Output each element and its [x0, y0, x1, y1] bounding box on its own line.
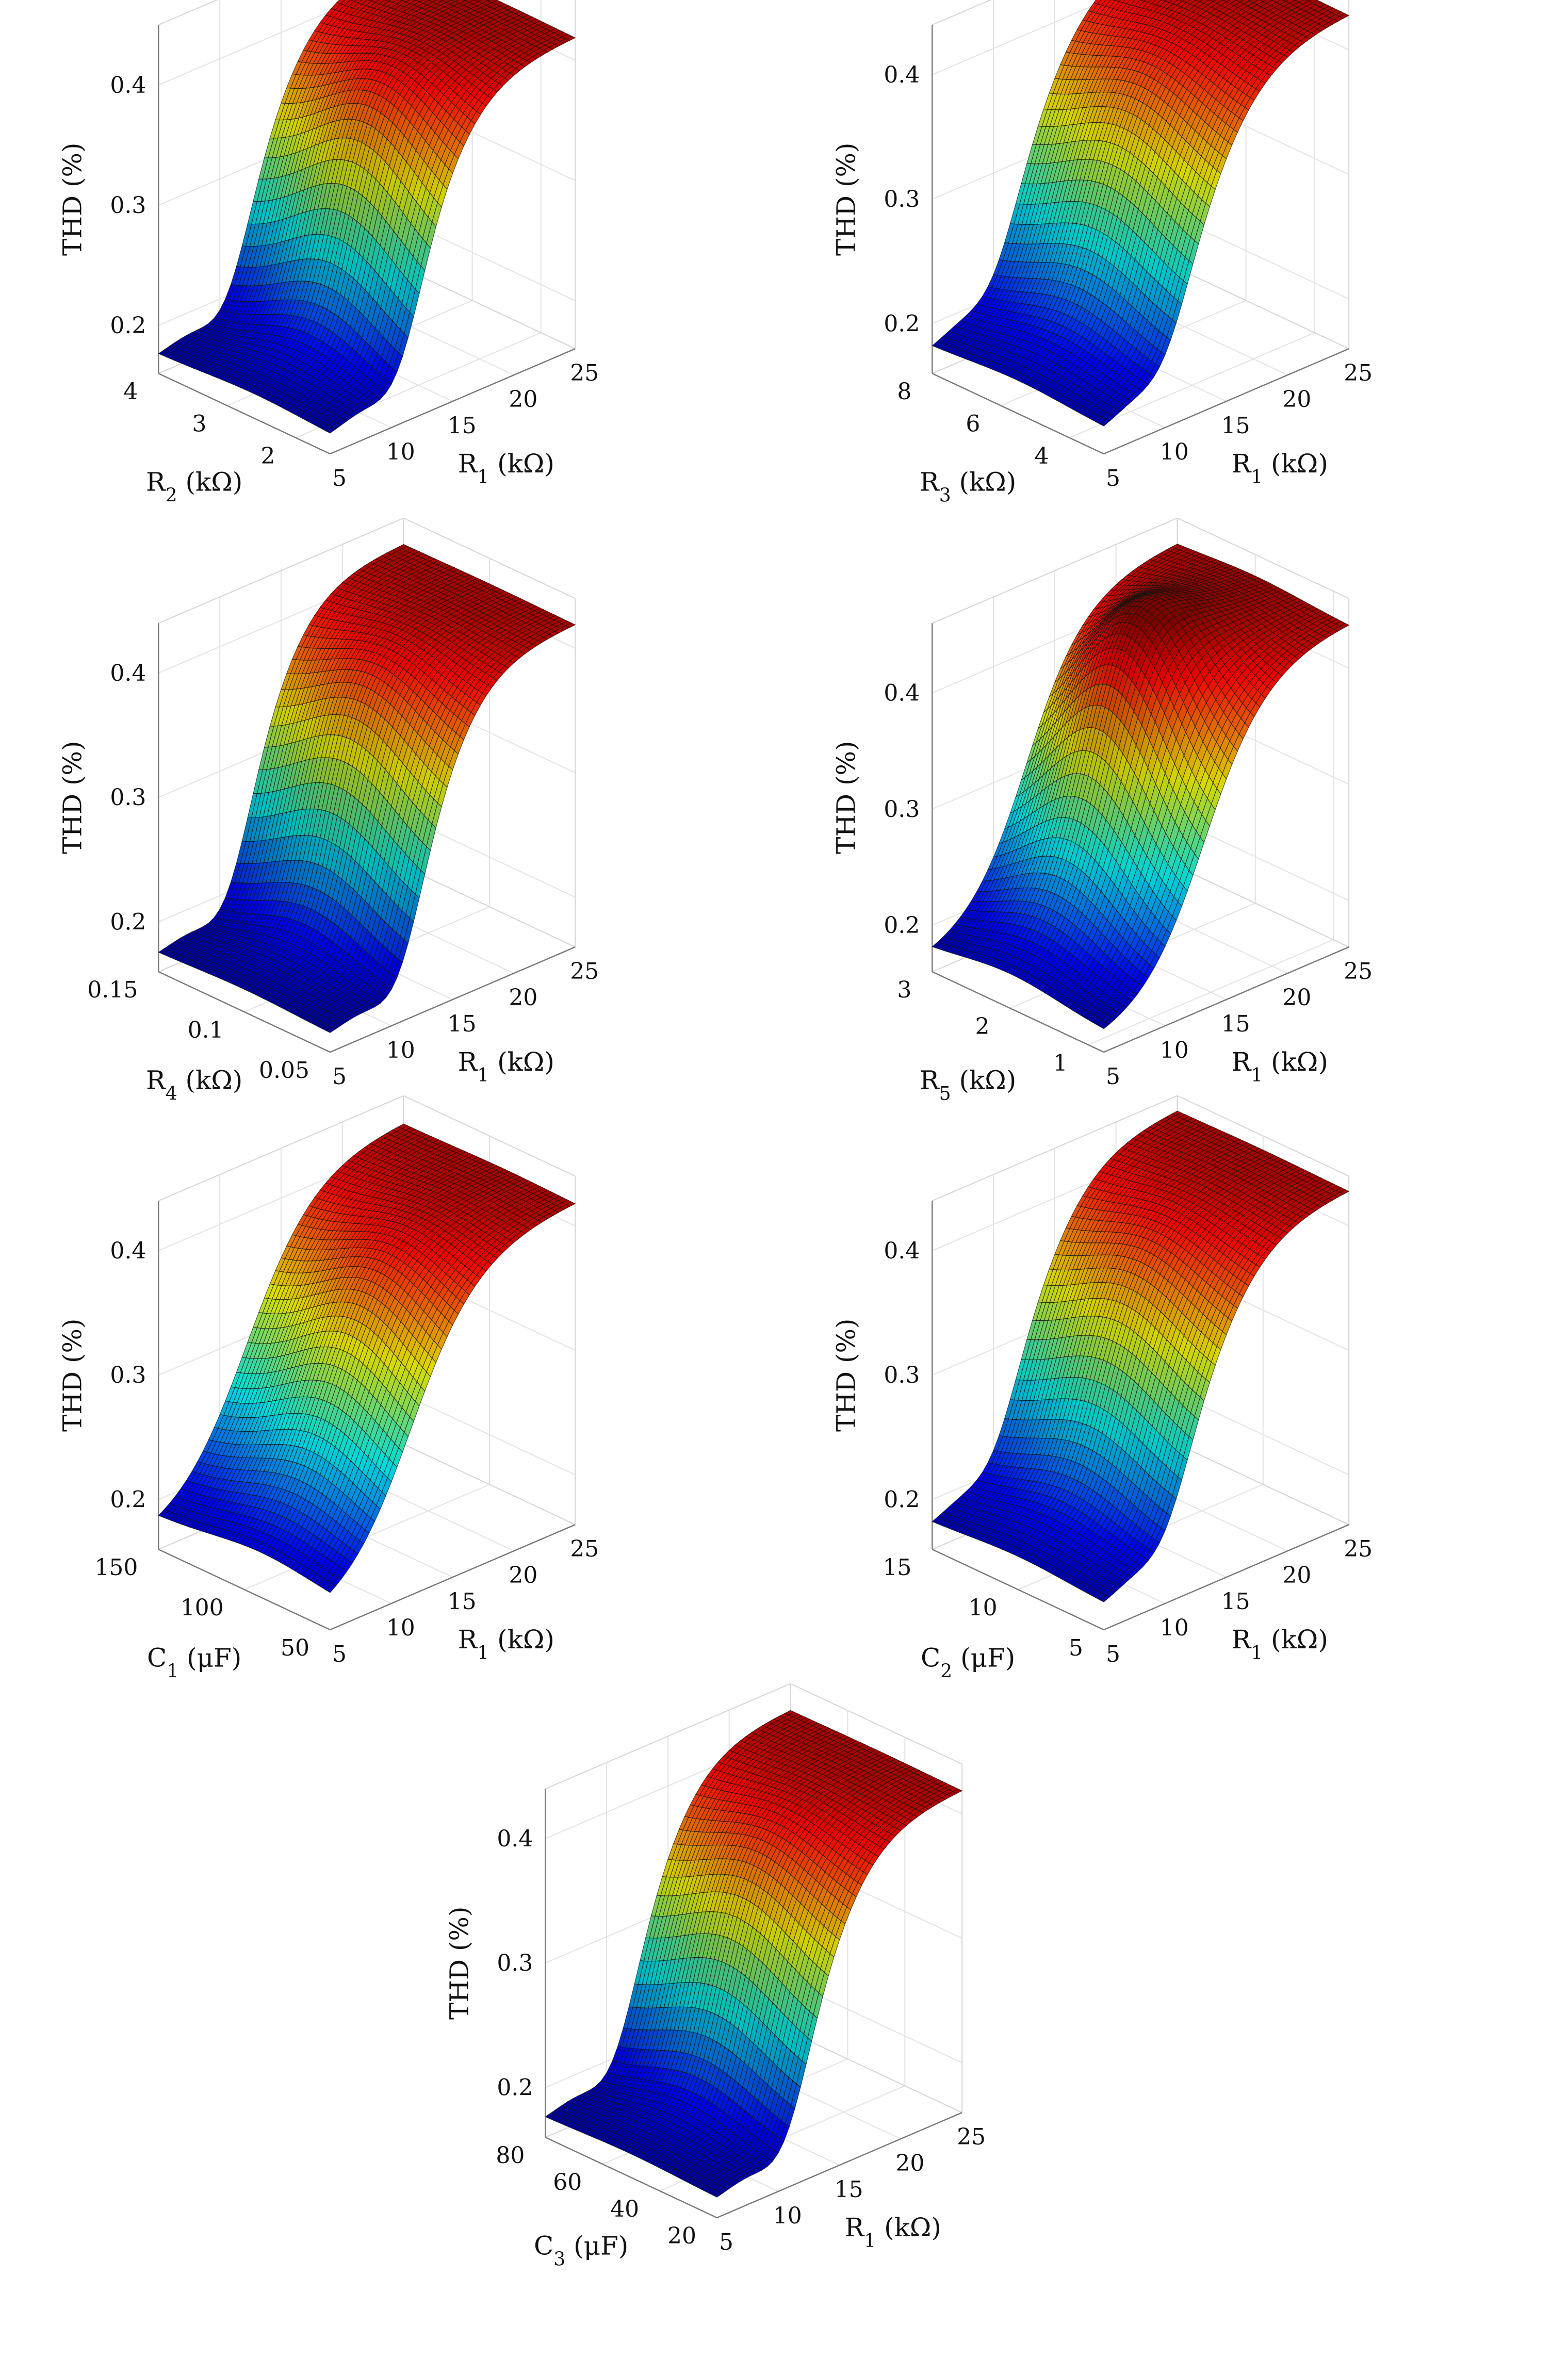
y-tick-label: 4 [123, 379, 138, 405]
z-axis-title: THD (%) [831, 142, 861, 255]
axis-box-edge [403, 268, 576, 350]
y-tick-label: 8 [897, 379, 911, 405]
axis-box-edge [158, 0, 218, 26]
z-tick-label: 0.4 [110, 72, 146, 99]
x-tick-label: 25 [570, 360, 599, 386]
z-axis-title: THD (%) [57, 142, 87, 255]
y-tick-label: 4 [1034, 443, 1049, 469]
y-tick-label: 2 [260, 443, 275, 469]
x-tick-label: 10 [386, 439, 415, 465]
x-tick-label: 5 [1106, 465, 1120, 492]
y-tick-label: 3 [192, 411, 206, 437]
x-tick-label: 25 [1344, 360, 1373, 386]
x-tick-label: 15 [1221, 413, 1250, 439]
z-tick-label: 0.2 [884, 311, 920, 337]
x-tick-label: 20 [509, 386, 537, 413]
x-tick-label: 15 [448, 413, 477, 439]
z-tick-label: 0.2 [110, 313, 146, 339]
z-tick-label: 0.4 [884, 62, 920, 88]
gridline [158, 0, 358, 86]
x-tick-label: 5 [332, 465, 347, 492]
y-axis-line [158, 372, 331, 455]
x-axis-line [330, 348, 576, 455]
z-tick-label: 0.3 [110, 192, 146, 219]
z-tick-label: 0.3 [884, 186, 920, 212]
y-tick-label: 6 [966, 411, 980, 437]
x-tick-label: 20 [1282, 386, 1311, 413]
surface [158, 0, 576, 434]
x-tick-label: 10 [1160, 439, 1189, 465]
